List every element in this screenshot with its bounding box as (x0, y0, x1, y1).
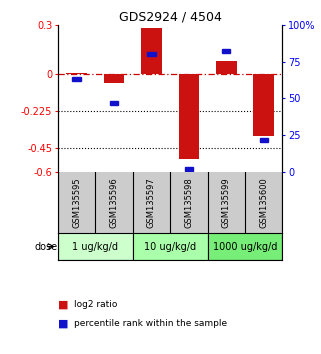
Bar (104, 74, 124, 83)
Bar (222, 49, 230, 53)
Bar (208, 234, 282, 259)
Text: GSM135595: GSM135595 (72, 177, 81, 228)
Bar (72, 77, 81, 81)
Bar (216, 61, 237, 74)
Bar (178, 74, 199, 159)
Title: GDS2924 / 4504: GDS2924 / 4504 (119, 11, 221, 24)
Text: log2 ratio: log2 ratio (74, 300, 117, 309)
Bar (254, 74, 274, 136)
Bar (66, 73, 87, 74)
Text: percentile rank within the sample: percentile rank within the sample (74, 319, 227, 329)
Text: ■: ■ (58, 299, 68, 309)
Bar (260, 138, 268, 142)
Bar (110, 101, 118, 105)
Bar (133, 234, 208, 259)
Text: GSM135598: GSM135598 (184, 177, 193, 228)
Text: GSM135597: GSM135597 (147, 177, 156, 228)
Bar (141, 28, 162, 74)
Text: ■: ■ (58, 319, 68, 329)
Bar (58, 234, 133, 259)
Bar (185, 167, 193, 171)
Text: GSM135600: GSM135600 (259, 177, 268, 228)
Text: 1000 ug/kg/d: 1000 ug/kg/d (213, 241, 277, 252)
Bar (147, 52, 155, 56)
Text: dose: dose (35, 241, 58, 252)
Text: 1 ug/kg/d: 1 ug/kg/d (72, 241, 118, 252)
Text: GSM135599: GSM135599 (222, 177, 231, 228)
Text: 10 ug/kg/d: 10 ug/kg/d (144, 241, 196, 252)
Text: GSM135596: GSM135596 (109, 177, 118, 228)
